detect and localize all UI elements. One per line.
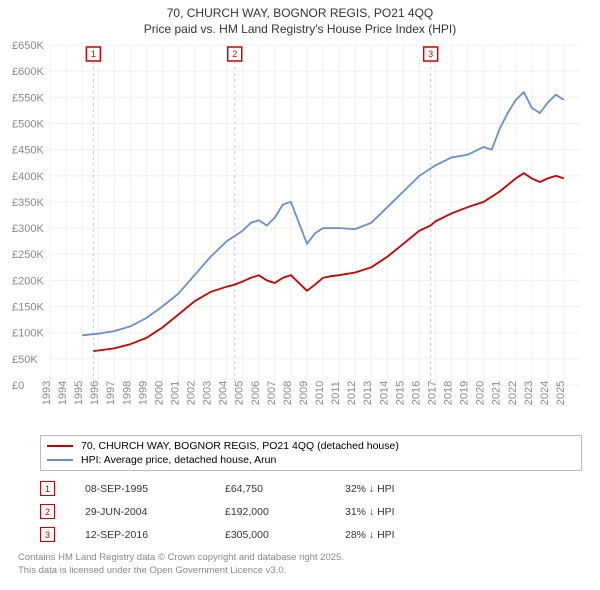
transaction-marker: 2 (40, 504, 55, 519)
y-tick-label: £50K (12, 354, 38, 366)
chart-title-block: 70, CHURCH WAY, BOGNOR REGIS, PO21 4QQ P… (0, 0, 600, 37)
x-tick-label: 2017 (426, 381, 438, 405)
x-tick-label: 2004 (218, 381, 230, 405)
x-tick-label: 2019 (459, 381, 471, 405)
y-tick-label: £400K (12, 171, 44, 183)
marker-number: 2 (232, 49, 237, 59)
legend-label: HPI: Average price, detached house, Arun (81, 454, 276, 466)
legend-swatch (47, 445, 73, 447)
transaction-row: 3 12-SEP-2016£305,00028% ↓ HPI (40, 523, 582, 546)
x-tick-label: 1994 (57, 381, 69, 405)
x-tick-label: 2013 (362, 381, 374, 405)
legend-row: HPI: Average price, detached house, Arun (47, 453, 575, 467)
transaction-price: £64,750 (225, 483, 345, 495)
transaction-price: £192,000 (225, 506, 345, 518)
x-tick-label: 2024 (539, 381, 551, 405)
y-tick-label: £0 (12, 380, 24, 392)
x-tick-label: 1996 (89, 381, 101, 405)
x-tick-label: 2006 (250, 381, 262, 405)
y-tick-label: £350K (12, 197, 44, 209)
legend-label: 70, CHURCH WAY, BOGNOR REGIS, PO21 4QQ (… (81, 440, 399, 452)
x-tick-label: 2023 (523, 381, 535, 405)
y-tick-label: £300K (12, 223, 44, 235)
x-tick-label: 2009 (298, 381, 310, 405)
title-line-1: 70, CHURCH WAY, BOGNOR REGIS, PO21 4QQ (0, 6, 600, 22)
marker-number: 3 (428, 49, 433, 59)
x-tick-label: 2010 (314, 381, 326, 405)
x-tick-label: 2011 (330, 381, 342, 405)
x-tick-label: 2016 (410, 381, 422, 405)
x-tick-label: 1995 (73, 381, 85, 405)
y-tick-label: £150K (12, 302, 44, 314)
y-tick-label: £500K (12, 119, 44, 131)
x-tick-label: 2008 (282, 381, 294, 405)
transaction-price: £305,000 (225, 529, 345, 541)
legend-row: 70, CHURCH WAY, BOGNOR REGIS, PO21 4QQ (… (47, 439, 575, 453)
attribution: Contains HM Land Registry data © Crown c… (18, 552, 582, 577)
y-tick-label: £200K (12, 276, 44, 288)
x-tick-label: 1993 (41, 381, 53, 405)
x-tick-label: 2014 (378, 381, 390, 405)
y-tick-label: £650K (12, 41, 44, 52)
transaction-diff: 31% ↓ HPI (345, 506, 465, 518)
marker-number: 1 (91, 49, 96, 59)
transaction-marker: 1 (40, 481, 55, 496)
x-tick-label: 2018 (443, 381, 455, 405)
x-tick-label: 2022 (507, 381, 519, 405)
transaction-date: 29-JUN-2004 (85, 506, 225, 518)
transaction-diff: 28% ↓ HPI (345, 529, 465, 541)
attribution-line-2: This data is licensed under the Open Gov… (18, 565, 582, 577)
legend-swatch (47, 459, 73, 461)
x-tick-label: 1997 (105, 381, 117, 405)
transaction-row: 2 29-JUN-2004£192,00031% ↓ HPI (40, 500, 582, 523)
transaction-date: 08-SEP-1995 (85, 483, 225, 495)
y-tick-label: £100K (12, 328, 44, 340)
x-tick-label: 2002 (186, 381, 198, 405)
title-line-2: Price paid vs. HM Land Registry's House … (0, 22, 600, 38)
transaction-row: 1 08-SEP-1995£64,75032% ↓ HPI (40, 477, 582, 500)
x-tick-label: 2021 (491, 381, 503, 405)
chart-svg: £0 £50K £100K £150K £200K £250K £300K £350K £400… (10, 41, 590, 431)
y-tick-label: £550K (12, 92, 44, 104)
x-tick-label: 2020 (475, 381, 487, 405)
x-tick-label: 2012 (346, 381, 358, 405)
x-tick-label: 1999 (137, 381, 149, 405)
x-tick-label: 2000 (153, 381, 165, 405)
legend: 70, CHURCH WAY, BOGNOR REGIS, PO21 4QQ (… (40, 435, 582, 471)
x-tick-label: 2001 (169, 381, 181, 405)
y-tick-label: £250K (12, 249, 44, 261)
y-tick-label: £450K (12, 145, 44, 157)
x-tick-label: 2025 (555, 381, 567, 405)
x-tick-label: 2005 (234, 381, 246, 405)
x-tick-label: 2015 (394, 381, 406, 405)
attribution-line-1: Contains HM Land Registry data © Crown c… (18, 552, 582, 564)
x-tick-label: 1998 (121, 381, 133, 405)
x-tick-label: 2003 (202, 381, 214, 405)
chart-area: £0 £50K £100K £150K £200K £250K £300K £350K £400… (10, 41, 590, 431)
series-property_price (93, 173, 564, 351)
x-tick-label: 2007 (266, 381, 278, 405)
y-tick-label: £600K (12, 66, 44, 78)
transaction-date: 12-SEP-2016 (85, 529, 225, 541)
transaction-marker: 3 (40, 527, 55, 542)
transaction-diff: 32% ↓ HPI (345, 483, 465, 495)
transactions-table: 1 08-SEP-1995£64,75032% ↓ HPI 2 29-JUN-2004… (40, 477, 582, 546)
